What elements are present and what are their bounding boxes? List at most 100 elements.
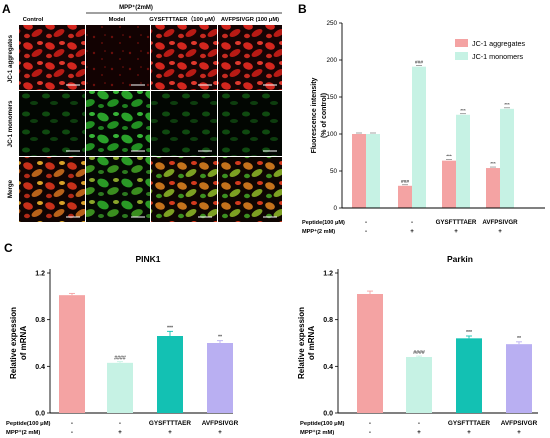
panel-b-peptide-cond: -: [411, 219, 413, 226]
panel-b-mpp-label: MPP⁺(2 mM): [302, 228, 335, 235]
panel-b-ytick-label: 150: [326, 94, 337, 101]
chart-ylabel-line1: Relative expession: [9, 307, 18, 379]
chart-peptide-cond: -: [369, 420, 371, 427]
micrograph-control-monomers: [19, 91, 85, 156]
chart-bar: [107, 362, 133, 413]
chart-ylabel-line2: of mRNA: [19, 326, 28, 360]
chart-bar: [506, 344, 532, 413]
legend-label: JC-1 aggregates: [472, 39, 526, 48]
row-label-merge: Merge: [7, 179, 14, 198]
row-label-aggregates: JC-1 aggregates: [7, 34, 14, 83]
panel-b-significance: ***: [446, 154, 452, 160]
chart-ytick-label: 0.4: [35, 364, 45, 371]
panel-b-ytick-label: 250: [326, 20, 337, 27]
chart-ylabel-line2: of mRNA: [307, 326, 316, 360]
chart-title: PINK1: [135, 254, 160, 264]
legend-swatch: [455, 39, 468, 47]
panel-b-ytick-label: 0: [333, 205, 337, 212]
panel-b-mpp-cond: +: [498, 228, 502, 235]
chart-peptide-cond: -: [71, 420, 73, 427]
panel-b-bar: [412, 66, 426, 208]
panel-b-ytick-label: 50: [330, 168, 338, 175]
panel-b-significance: ###: [415, 60, 423, 66]
panel-b-bar: [398, 185, 412, 208]
row-label-monomers: JC-1 monomers: [7, 100, 14, 147]
panel-b-peptide-cond: AVFPSIVGR: [482, 219, 518, 226]
chart-bar: [207, 343, 233, 413]
micrograph-model-monomers: [86, 91, 150, 156]
panel-b-peptide-cond: -: [365, 219, 367, 226]
chart-peptide-cond: GYSFTTTAER: [149, 420, 192, 427]
panel-b-ytick-label: 200: [326, 57, 337, 64]
chart-mpp-cond: +: [517, 429, 521, 436]
chart-mpp-cond: -: [369, 429, 371, 436]
mpp-header: MPP⁺(2mM): [119, 4, 153, 11]
chart-bar: [456, 338, 482, 413]
panel-b-bar: [442, 160, 456, 208]
panel-b-significance: ###: [401, 179, 409, 185]
chart-bar: [406, 357, 432, 413]
chart-peptide-cond: GYSFTTTAER: [448, 420, 491, 427]
chart-ytick-label: 0.8: [323, 317, 333, 324]
panel-b-peptide-label: Peptide(100 μM): [302, 220, 345, 226]
panel-b-chart: B Fluorescence intensity (% of control) …: [298, 2, 545, 235]
col-header-gysfttaer: GYSFTTTAER（100 μM）: [149, 15, 218, 23]
micrograph-avf-aggregates: [218, 25, 282, 90]
col-header-avfpsivgr: AVFPSIVGR (100 μM): [221, 17, 279, 23]
panel-c-label: C: [4, 241, 13, 255]
panel-b-bar: [486, 168, 500, 208]
panel-b-bar: [456, 114, 470, 208]
col-header-model: Model: [109, 17, 126, 23]
chart-peptide-label: Peptide(100 μM): [6, 421, 51, 427]
chart-mpp-cond: +: [417, 429, 421, 436]
panel-b-bar: [352, 134, 366, 208]
col-header-control: Control: [23, 17, 44, 23]
chart-bar: [357, 294, 383, 413]
chart-peptide-cond: AVFPSIVGR: [202, 420, 239, 427]
micrograph-control-merge: [19, 157, 85, 222]
chart-mpp-cond: +: [218, 429, 222, 436]
chart-ytick-label: 0.8: [35, 317, 45, 324]
panel-b-bar: [500, 108, 514, 208]
micrograph-control-aggregates: [19, 25, 85, 90]
panel-b-ylabel-line2: (% of control): [321, 93, 328, 138]
chart-significance: ***: [466, 330, 472, 336]
chart-mpp-label: MPP⁺(2 mM): [6, 429, 40, 436]
panel-b-bar: [366, 134, 380, 208]
chart-mpp-cond: +: [168, 429, 172, 436]
scale-bars: [66, 84, 277, 218]
micrograph-gys-merge: [151, 157, 217, 222]
chart-ylabel-line1: Relative expession: [297, 307, 306, 379]
chart-significance: ####: [413, 350, 425, 356]
panel-b-ylabel-line1: Fluorescence intensity: [311, 77, 318, 153]
chart-significance: **: [517, 336, 521, 342]
chart-significance: ####: [114, 356, 126, 362]
panel-b-significance: ***: [490, 161, 496, 167]
micrograph-gys-aggregates: [151, 25, 217, 90]
chart-significance: ***: [167, 325, 173, 331]
legend-label: JC-1 monomers: [472, 52, 524, 61]
chart-ytick-label: 0.4: [323, 364, 333, 371]
chart-mpp-label: MPP⁺(2 mM): [300, 429, 334, 436]
chart-bar: [157, 336, 183, 413]
micrograph-avf-monomers: [218, 91, 282, 156]
chart-ytick-label: 0.0: [35, 411, 45, 418]
chart-bar: [59, 295, 85, 413]
chart-significance: **: [218, 335, 222, 341]
panel-b-mpp-cond: +: [454, 228, 458, 235]
chart-mpp-cond: +: [467, 429, 471, 436]
panel-b-mpp-cond: -: [365, 228, 367, 235]
chart-ytick-label: 0.0: [323, 411, 333, 418]
panel-b-peptide-cond: GYSFTTTAER: [436, 219, 477, 226]
legend-swatch: [455, 52, 468, 60]
panel-b-significance: ***: [460, 108, 466, 114]
chart-peptide-label: Peptide(100 μM): [300, 421, 345, 427]
panel-b-label: B: [298, 2, 307, 16]
panel-b-ytick-label: 100: [326, 131, 337, 138]
chart-ytick-label: 1.2: [323, 271, 333, 278]
panel-a: A MPP⁺(2mM) Control Model GYSFTTTAER（100…: [2, 2, 282, 222]
chart-title: Parkin: [447, 254, 473, 264]
panel-b-mpp-cond: +: [410, 228, 414, 235]
